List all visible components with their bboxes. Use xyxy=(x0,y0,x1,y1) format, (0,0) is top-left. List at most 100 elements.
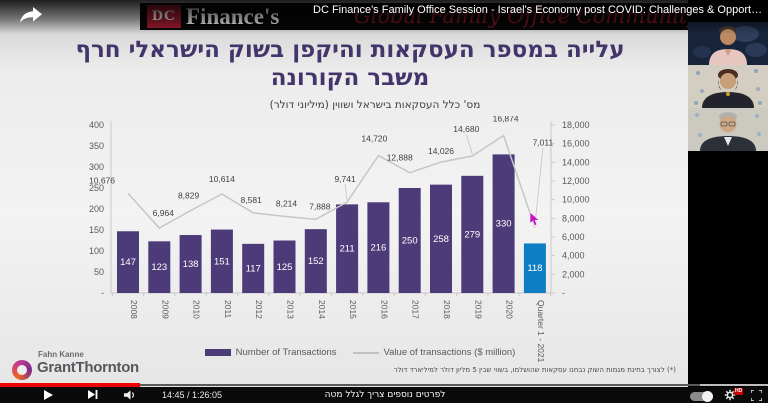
line-value-label: 10,614 xyxy=(209,174,235,184)
x-axis-category-label: 2019 xyxy=(473,300,483,319)
bar-value-label: 258 xyxy=(433,234,449,245)
dc-logo: DC xyxy=(147,5,181,28)
transactions-chart: 400 350 300 250 200 150 100 50 - 18,000 16,000 14,0… xyxy=(58,114,628,384)
line-value-label: 8,829 xyxy=(178,191,200,201)
left-axis-tick: 250 xyxy=(89,183,104,193)
line-value-label: 14,720 xyxy=(361,134,387,144)
bar-value-label: 152 xyxy=(308,256,324,267)
chart-canvas: 400 350 300 250 200 150 100 50 - 18,000 16,000 14,0… xyxy=(89,114,590,363)
next-button[interactable] xyxy=(88,390,98,399)
progress-buffer xyxy=(700,384,768,386)
settings-gear-icon[interactable] xyxy=(724,389,736,401)
line-value-label: 12,888 xyxy=(387,153,413,163)
right-axis-tick: 4,000 xyxy=(562,251,585,261)
x-axis-category-label: 2020 xyxy=(505,300,515,319)
fullscreen-button[interactable] xyxy=(751,390,762,401)
bar-2008 xyxy=(117,231,139,293)
video-caption: לפרטים נוספים צריך לגלל מטה xyxy=(324,390,446,400)
bar-2016 xyxy=(367,202,390,293)
time-display: 14:45 / 1:26:05 xyxy=(162,390,223,400)
grant-thornton-label: GrantThornton xyxy=(37,359,139,376)
left-axis-tick: 200 xyxy=(89,204,104,214)
bar-value-label: 216 xyxy=(370,243,386,254)
bar-2009 xyxy=(148,241,171,293)
line-value-label: 16,874 xyxy=(493,116,519,124)
right-axis-tick: 18,000 xyxy=(562,120,590,130)
right-axis-tick: 8,000 xyxy=(562,213,585,223)
bar-2017 xyxy=(398,188,421,293)
bar-2013 xyxy=(273,240,296,293)
bar-2019 xyxy=(461,175,484,293)
autoplay-toggle[interactable] xyxy=(690,391,713,402)
finances-logo-text: Finance's xyxy=(186,4,280,29)
progress-played xyxy=(0,383,140,387)
legend-bars-label: Number of Transactions xyxy=(235,347,337,358)
bar-value-label: 279 xyxy=(464,229,480,240)
x-axis-category-label: 2016 xyxy=(379,300,389,319)
legend-item-bars: Number of Transactions xyxy=(204,347,337,358)
line-value-label: 8,581 xyxy=(241,195,263,205)
left-axis-tick: 50 xyxy=(94,267,104,277)
bar-Quarter 1 - 2021 xyxy=(523,243,546,293)
bar-value-label: 330 xyxy=(496,219,512,230)
x-axis-category-label: Quarter 1 - 2021 xyxy=(536,300,546,363)
left-axis-tick: - xyxy=(101,288,104,298)
bar-swatch-icon xyxy=(204,349,231,356)
legend-line-label: Value of transactions ($ million) xyxy=(383,347,516,358)
bar-value-label: 250 xyxy=(402,236,418,247)
bar-2011 xyxy=(210,229,233,293)
x-axis-category-label: 2011 xyxy=(223,300,233,319)
right-axis-tick: 12,000 xyxy=(562,176,590,186)
line-swatch-icon xyxy=(352,351,379,354)
participant-video-1 xyxy=(688,22,768,65)
bar-value-label: 125 xyxy=(277,262,293,273)
participant-video-2 xyxy=(688,65,768,108)
line-value-label: 6,964 xyxy=(153,208,175,218)
share-icon[interactable] xyxy=(19,6,43,23)
volume-button[interactable] xyxy=(124,390,136,400)
line-value-label: 7,011 xyxy=(533,138,554,148)
play-button[interactable] xyxy=(44,390,54,400)
participants-strip xyxy=(688,0,768,387)
line-value-label: 7,888 xyxy=(309,201,331,211)
bar-2018 xyxy=(430,184,452,293)
x-axis-category-label: 2012 xyxy=(254,300,264,319)
slide-footnote: (*) לצורך בחינת מגמות השוק נבחנו עסקאות … xyxy=(393,366,676,374)
right-axis-tick: 6,000 xyxy=(562,232,585,242)
slide-title: עלייה במספר העסקאות והיקפן בשוק הישראלי … xyxy=(60,36,640,92)
grant-thornton-logo-icon xyxy=(12,360,32,380)
player-controls: 14:45 / 1:26:05 לפרטים נוספים צריך לגלל … xyxy=(0,387,768,403)
left-axis-tick: 400 xyxy=(89,120,104,130)
legend-item-line: Value of transactions ($ million) xyxy=(352,347,516,358)
label-leader-line xyxy=(534,147,544,226)
chart-subtitle: מס' כלל העסקאות בישראל ושווין (מיליוני ד… xyxy=(269,99,481,111)
value-line xyxy=(127,134,536,229)
left-axis-tick: 150 xyxy=(89,225,104,235)
bar-2010 xyxy=(179,235,202,293)
bar-2015 xyxy=(336,204,359,293)
x-axis-category-label: 2018 xyxy=(442,300,452,319)
bar-2014 xyxy=(304,229,327,293)
bar-2020 xyxy=(492,154,515,293)
right-axis-tick: 16,000 xyxy=(562,139,590,149)
x-axis-category-label: 2013 xyxy=(286,300,296,319)
slide-title-line1: עלייה במספר העסקאות והיקפן בשוק הישראלי … xyxy=(75,37,625,63)
participant-video-3 xyxy=(688,108,768,151)
left-axis-tick: 300 xyxy=(89,162,104,172)
bar-value-label: 123 xyxy=(151,262,167,273)
progress-rail[interactable] xyxy=(0,384,768,386)
progress-bar[interactable] xyxy=(0,383,768,387)
x-axis-category-label: 2009 xyxy=(160,300,170,319)
x-axis-category-label: 2010 xyxy=(192,300,202,319)
bar-value-label: 211 xyxy=(340,244,355,255)
x-axis-category-label: 2015 xyxy=(348,300,358,319)
autoplay-knob-icon xyxy=(702,391,713,402)
slide-title-line2: משבר הקורונה xyxy=(270,65,430,91)
video-title[interactable]: DC Finance's Family Office Session - Isr… xyxy=(313,4,763,16)
hd-quality-badge: HD xyxy=(734,388,744,395)
x-axis-category-label: 2014 xyxy=(317,300,327,319)
label-leader-line xyxy=(344,184,348,201)
mouse-cursor-icon xyxy=(529,212,540,226)
left-axis-tick: 100 xyxy=(89,246,104,256)
